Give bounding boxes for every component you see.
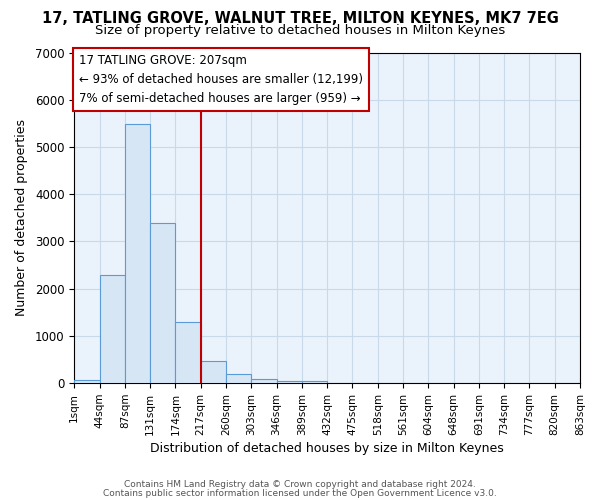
Text: Contains HM Land Registry data © Crown copyright and database right 2024.: Contains HM Land Registry data © Crown c… xyxy=(124,480,476,489)
Bar xyxy=(100,276,125,383)
Text: 17, TATLING GROVE, WALNUT TREE, MILTON KEYNES, MK7 7EG: 17, TATLING GROVE, WALNUT TREE, MILTON K… xyxy=(41,11,559,26)
Bar xyxy=(74,380,100,383)
Bar xyxy=(175,322,201,383)
Bar xyxy=(226,374,251,383)
Bar xyxy=(201,362,226,383)
Bar xyxy=(277,380,302,383)
Bar xyxy=(302,382,327,383)
Bar xyxy=(125,124,150,383)
Text: Size of property relative to detached houses in Milton Keynes: Size of property relative to detached ho… xyxy=(95,24,505,37)
Y-axis label: Number of detached properties: Number of detached properties xyxy=(15,120,28,316)
Text: Contains public sector information licensed under the Open Government Licence v3: Contains public sector information licen… xyxy=(103,488,497,498)
Text: 17 TATLING GROVE: 207sqm
← 93% of detached houses are smaller (12,199)
7% of sem: 17 TATLING GROVE: 207sqm ← 93% of detach… xyxy=(79,54,364,105)
X-axis label: Distribution of detached houses by size in Milton Keynes: Distribution of detached houses by size … xyxy=(150,442,504,455)
Bar xyxy=(251,379,277,383)
Bar xyxy=(150,222,175,383)
